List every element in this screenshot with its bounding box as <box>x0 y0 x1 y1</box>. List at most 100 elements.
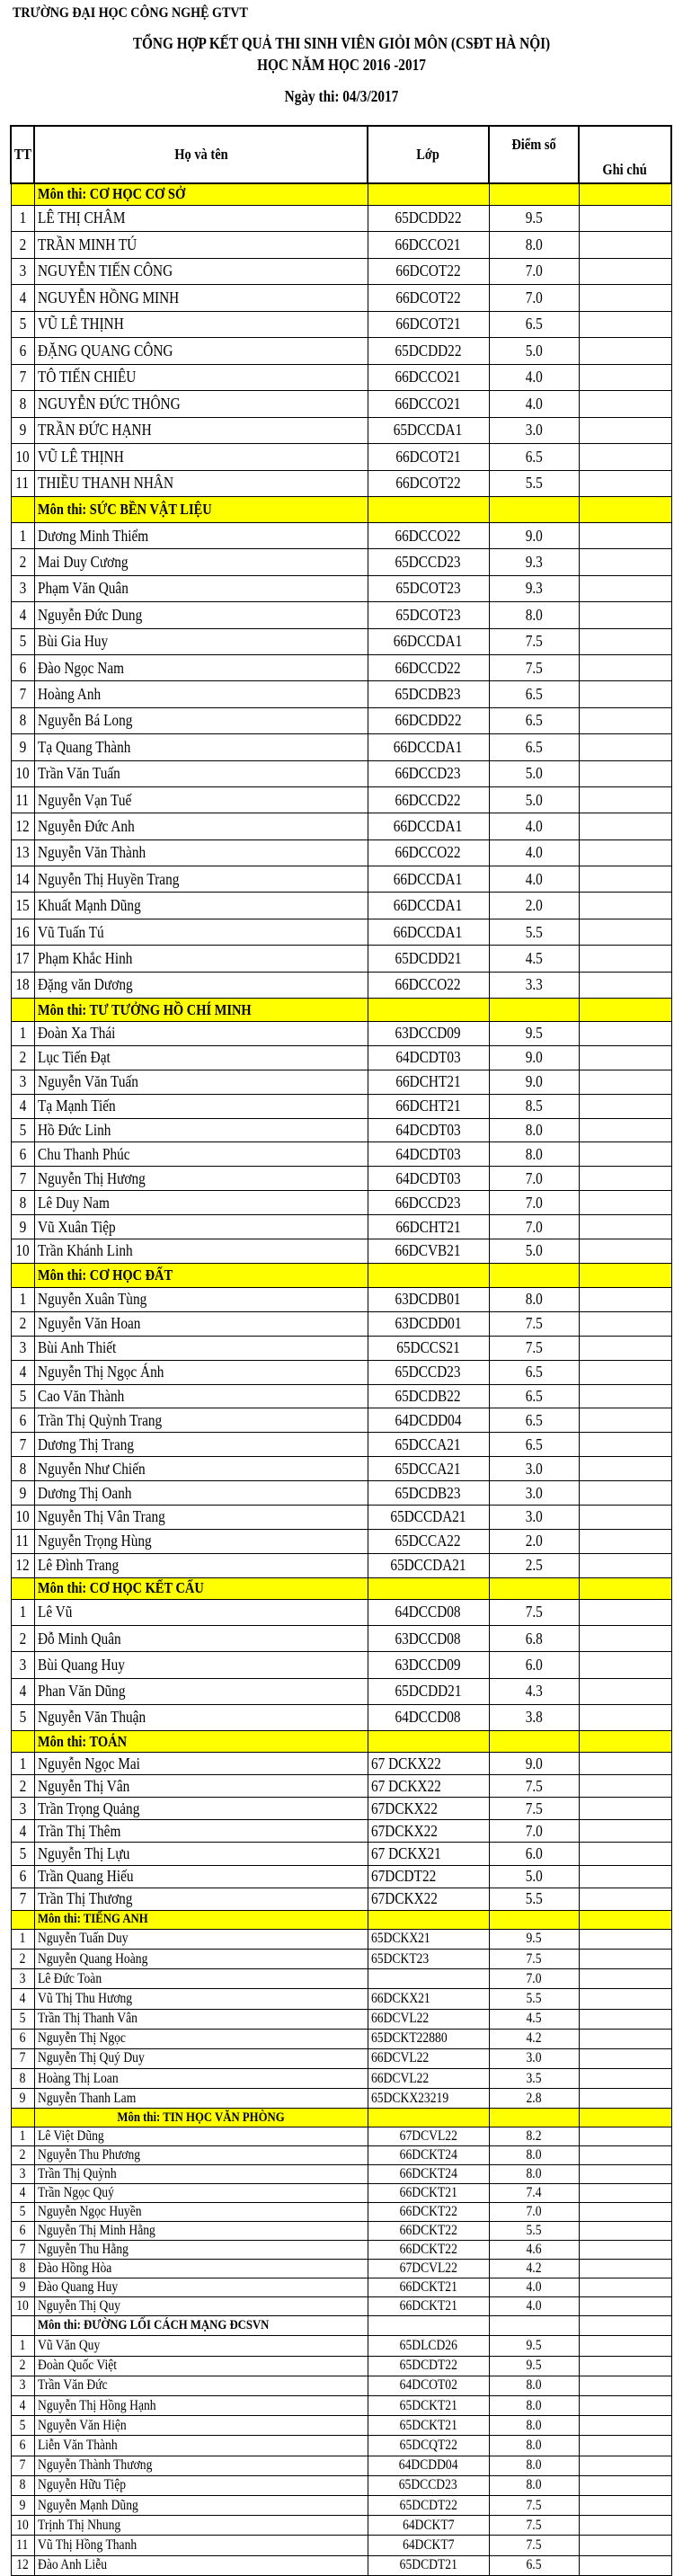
student-class: 65DCCDA1 <box>367 416 490 444</box>
section-tt <box>10 1262 35 1288</box>
student-class: 66DCHT21 <box>367 1214 490 1240</box>
section-tt <box>10 1909 35 1930</box>
table-row: 14 Nguyễn Thị Huyền Trang 66DCCDA1 4.0 <box>10 866 672 893</box>
student-note <box>578 1432 672 1458</box>
student-note <box>578 257 672 285</box>
student-name: Vũ Xuân Tiệp <box>33 1214 368 1240</box>
student-score: 7.0 <box>488 257 580 285</box>
page-subtitle: HỌC NĂM HỌC 2016 -2017 <box>257 56 426 74</box>
student-class: 65DCCDA21 <box>367 1552 490 1578</box>
student-class: 65DCOT23 <box>367 574 490 603</box>
table-row: 6 Trần Quang Hiếu 67DCDT22 5.0 <box>10 1864 672 1888</box>
table-row: 2 Nguyễn Văn Hoan 63DCDD01 7.5 <box>10 1310 672 1337</box>
student-note <box>578 363 672 391</box>
student-note <box>578 813 672 840</box>
student-name: VŨ LÊ THỊNH <box>33 443 368 471</box>
student-score: 7.5 <box>488 653 580 682</box>
row-number: 12 <box>10 813 35 840</box>
student-score: 8.0 <box>488 2145 580 2166</box>
student-name: TÔ TIẾN CHIÊU <box>33 363 368 391</box>
row-number: 8 <box>10 706 35 735</box>
student-note <box>578 1359 672 1385</box>
section-subject: Môn thi: ĐƯỜNG LỐI CÁCH MẠNG ĐCSVN <box>33 2315 368 2337</box>
row-number: 6 <box>10 1141 35 1168</box>
row-number: 7 <box>10 2240 35 2261</box>
student-note <box>578 443 672 471</box>
table-row: 4 Vũ Thị Thu Hương 66DCKX21 5.5 <box>10 1988 672 2010</box>
student-class: 66DCCDA1 <box>367 892 490 919</box>
student-name: Trịnh Thị Nhung <box>33 2515 368 2536</box>
student-class <box>367 1968 490 1990</box>
student-class: 65DCCD23 <box>367 2474 490 2496</box>
section-score <box>488 1577 580 1600</box>
student-name: Nguyễn Thị Vân Trang <box>33 1504 368 1530</box>
student-name: Tạ Mạnh Tiến <box>33 1093 368 1119</box>
student-name: Vũ Tuấn Tú <box>33 918 368 946</box>
student-score: 9.5 <box>488 2335 580 2357</box>
section-tt <box>10 182 35 206</box>
student-note <box>578 1651 672 1679</box>
row-number: 6 <box>10 2028 35 2049</box>
student-note <box>578 2278 672 2298</box>
student-class: 66DCKT22 <box>367 2221 490 2242</box>
student-name: Nguyễn Văn Hiện <box>33 2415 368 2437</box>
student-score: 9.5 <box>488 1928 580 1950</box>
row-number: 3 <box>10 2164 35 2185</box>
student-class: 65DCCS21 <box>367 1335 490 1361</box>
student-class: 64DCKT7 <box>367 2535 490 2556</box>
table-row: 3 Phạm Văn Quân 65DCOT23 9.3 <box>10 574 672 603</box>
student-note <box>578 1774 672 1799</box>
row-number: 11 <box>10 786 35 814</box>
student-class: 65DCKT22880 <box>367 2028 490 2049</box>
section-class <box>367 2108 490 2128</box>
student-score: 4.0 <box>488 363 580 391</box>
student-score: 6.5 <box>488 2554 580 2576</box>
student-name: Vũ Thị Hồng Thanh <box>33 2535 368 2556</box>
row-number: 10 <box>10 1239 35 1264</box>
table-row: 2 Nguyễn Thu Phương 66DCKT24 8.0 <box>10 2145 672 2166</box>
table-row: 9 Nguyễn Thanh Lam 65DCKX23219 2.8 <box>10 2088 672 2110</box>
student-class: 66DCCD22 <box>367 786 490 814</box>
row-number: 9 <box>10 2088 35 2110</box>
student-score: 4.0 <box>488 839 580 867</box>
student-note <box>578 1117 672 1143</box>
row-number: 11 <box>10 469 35 497</box>
table-row: 9 Dương Thị Oanh 65DCDB23 3.0 <box>10 1480 672 1506</box>
table-row: 7 Nguyễn Thị Hương 64DCDT03 7.0 <box>10 1166 672 1192</box>
student-name: Nguyễn Thu Phương <box>33 2145 368 2166</box>
table-row: 1 Dương Minh Thiểm 66DCCO22 9.0 <box>10 521 672 550</box>
row-number: 8 <box>10 390 35 418</box>
student-name: Hồ Đức Linh <box>33 1117 368 1143</box>
student-note <box>578 2474 672 2496</box>
student-name: Nguyễn Văn Hoan <box>33 1310 368 1337</box>
row-number: 11 <box>10 1528 35 1554</box>
table-row: 9 Vũ Xuân Tiệp 66DCHT21 7.0 <box>10 1214 672 1240</box>
student-name: Hoàng Thị Loan <box>33 2068 368 2090</box>
student-score: 6.5 <box>488 310 580 338</box>
student-score: 6.5 <box>488 706 580 735</box>
student-class: 66DCCO22 <box>367 839 490 867</box>
table-row: 1 Nguyễn Ngọc Mai 67 DCKX22 9.0 <box>10 1752 672 1776</box>
row-number: 6 <box>10 1864 35 1888</box>
student-name: Trần Ngọc Quý <box>33 2183 368 2204</box>
table-row: 2 Nguyễn Quang Hoàng 65DCKT23 7.5 <box>10 1948 672 1970</box>
student-note <box>578 231 672 259</box>
row-number: 7 <box>10 2047 35 2070</box>
student-class: 63DCCD09 <box>367 1021 490 1046</box>
table-row: 17 Phạm Khắc Hinh 65DCDD21 4.5 <box>10 945 672 973</box>
student-note <box>578 971 672 999</box>
row-number: 7 <box>10 1166 35 1192</box>
table-row: 11 Nguyễn Trọng Hùng 65DCCA22 2.0 <box>10 1528 672 1554</box>
student-note <box>578 866 672 893</box>
student-class: 67DCKX22 <box>367 1819 490 1843</box>
student-class: 64DCCD08 <box>367 1703 490 1732</box>
section-note <box>578 1262 672 1288</box>
student-name: Nguyễn Thị Lựu <box>33 1842 368 1866</box>
section-header: Môn thi: TIẾNG ANH <box>10 1909 672 1930</box>
student-class: 66DCHT21 <box>367 1069 490 1095</box>
student-note <box>578 2047 672 2070</box>
table-row: 12 Lê Đình Trang 65DCCDA21 2.5 <box>10 1552 672 1578</box>
section-class <box>367 496 490 523</box>
student-class: 65DCKT21 <box>367 2415 490 2437</box>
student-note <box>578 2554 672 2576</box>
